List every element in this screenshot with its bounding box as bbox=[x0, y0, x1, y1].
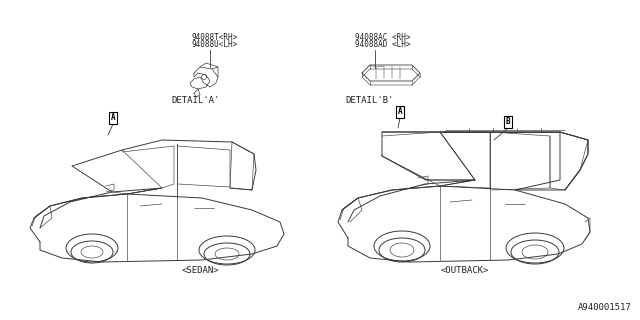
Text: 94088T<RH>: 94088T<RH> bbox=[192, 33, 238, 42]
Text: 94088AC <RH>: 94088AC <RH> bbox=[355, 33, 410, 42]
Text: A940001517: A940001517 bbox=[579, 303, 632, 312]
Text: A: A bbox=[397, 108, 403, 116]
Text: <OUTBACK>: <OUTBACK> bbox=[441, 266, 489, 275]
Text: B: B bbox=[506, 117, 510, 126]
Text: 94088U<LH>: 94088U<LH> bbox=[192, 40, 238, 49]
Text: DETAIL'A': DETAIL'A' bbox=[172, 96, 220, 105]
Text: <SEDAN>: <SEDAN> bbox=[181, 266, 219, 275]
Text: 94088AD <LH>: 94088AD <LH> bbox=[355, 40, 410, 49]
Text: DETAIL'B': DETAIL'B' bbox=[346, 96, 394, 105]
Text: A: A bbox=[111, 114, 115, 123]
